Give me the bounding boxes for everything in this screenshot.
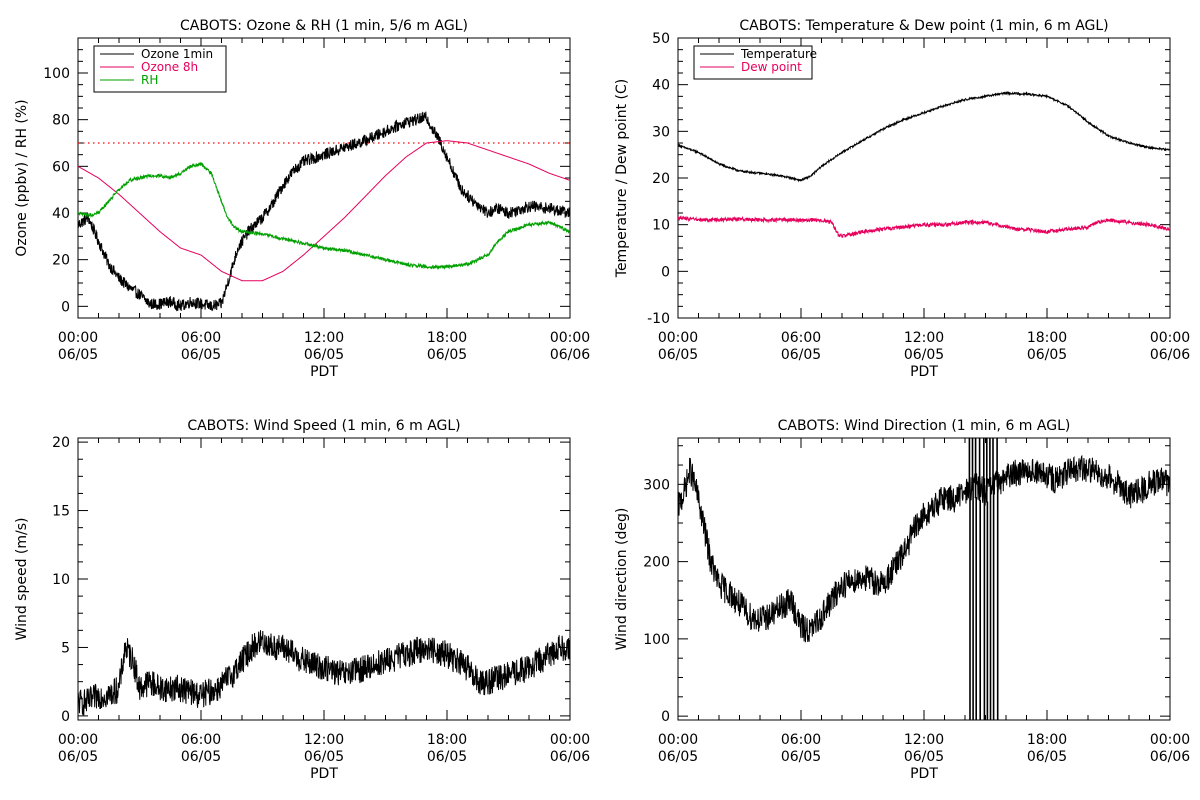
x-tick-time-label: 18:00 [427, 330, 467, 346]
y-tick-label: 0 [61, 299, 70, 315]
x-tick-date-label: 06/05 [781, 347, 821, 363]
x-tick-date-label: 06/05 [1027, 749, 1067, 765]
x-tick-time-label: 00:00 [1150, 732, 1190, 748]
x-tick-time-label: 00:00 [58, 330, 98, 346]
x-tick-time-label: 06:00 [181, 732, 221, 748]
x-tick-time-label: 18:00 [1027, 732, 1067, 748]
wind-speed-panel: CABOTS: Wind Speed (1 min, 6 m AGL) 0 5 10 1… [14, 418, 590, 782]
series-line-wind-speed [78, 630, 570, 716]
y-axis-label: Temperature / Dew point (C) [614, 79, 630, 278]
y-tick-label: 40 [652, 78, 670, 94]
y-tick-label: 20 [52, 253, 70, 269]
legend-label-dew-point: Dew point [741, 60, 802, 74]
plot-frame [677, 437, 1171, 721]
series-line-ozone-8h [78, 140, 570, 282]
x-tick-time-label: 12:00 [304, 732, 344, 748]
x-axis-label: PDT [310, 364, 338, 380]
x-tick-date-label: 06/05 [904, 749, 944, 765]
legend-label-ozone-1min: Ozone 1min [141, 47, 213, 61]
x-tick-time-label: 12:00 [904, 330, 944, 346]
x-tick-time-label: 00:00 [58, 732, 98, 748]
y-tick-label: 100 [43, 66, 70, 82]
x-tick-date-label: 06/05 [904, 347, 944, 363]
y-tick-label: 80 [52, 113, 70, 129]
y-tick-label: 40 [52, 206, 70, 222]
y-tick-label: -10 [647, 311, 670, 327]
x-tick-date-label: 06/05 [427, 749, 467, 765]
x-tick-date-label: 06/05 [304, 347, 344, 363]
series-line-temperature [678, 90, 1170, 183]
x-tick-time-label: 12:00 [304, 330, 344, 346]
x-tick-time-label: 06:00 [781, 330, 821, 346]
x-tick-date-label: 06/06 [550, 347, 590, 363]
x-tick-time-label: 00:00 [550, 732, 590, 748]
x-tick-date-label: 06/05 [781, 749, 821, 765]
x-tick-time-label: 18:00 [1027, 330, 1067, 346]
y-tick-label: 30 [652, 124, 670, 140]
x-axis-label: PDT [910, 766, 938, 782]
y-tick-label: 300 [643, 477, 670, 493]
x-tick-date-label: 06/05 [181, 749, 221, 765]
x-tick-time-label: 00:00 [550, 330, 590, 346]
series-line-wind-direction [678, 438, 1170, 720]
y-tick-label: 100 [643, 632, 670, 648]
y-tick-label: 20 [652, 171, 670, 187]
x-axis-label: PDT [910, 364, 938, 380]
x-tick-date-label: 06/05 [1027, 347, 1067, 363]
x-tick-date-label: 06/05 [58, 749, 98, 765]
x-tick-date-label: 06/05 [181, 347, 221, 363]
y-tick-label: 10 [652, 218, 670, 234]
series-line-dew-point [678, 215, 1170, 238]
x-tick-time-label: 00:00 [1150, 330, 1190, 346]
x-tick-date-label: 06/05 [304, 749, 344, 765]
y-tick-label: 0 [61, 709, 70, 725]
y-axis-label: Wind speed (m/s) [14, 518, 30, 641]
x-tick-time-label: 00:00 [658, 732, 698, 748]
x-tick-date-label: 06/06 [1150, 347, 1190, 363]
y-tick-label: 5 [61, 640, 70, 656]
plot-frame [677, 37, 1171, 319]
temperature-dewpoint-panel: CABOTS: Temperature & Dew point (1 min, … [614, 18, 1190, 380]
x-tick-date-label: 06/05 [427, 347, 467, 363]
x-tick-time-label: 06:00 [181, 330, 221, 346]
chart-title: CABOTS: Temperature & Dew point (1 min, … [739, 18, 1108, 34]
x-tick-date-label: 06/05 [58, 347, 98, 363]
legend-label-temperature: Temperature [740, 47, 817, 61]
y-axis-label: Ozone (ppbv) / RH (%) [14, 99, 30, 256]
chart-title: CABOTS: Wind Speed (1 min, 6 m AGL) [187, 418, 460, 434]
legend-box [693, 45, 813, 80]
x-tick-time-label: 06:00 [781, 732, 821, 748]
ozone-rh-panel: CABOTS: Ozone & RH (1 min, 5/6 m AGL) 0 20… [14, 18, 590, 380]
chart-title: CABOTS: Wind Direction (1 min, 6 m AGL) [778, 418, 1071, 434]
series-line-ozone-1min [78, 111, 570, 312]
y-tick-label: 60 [52, 159, 70, 175]
y-tick-label: 50 [652, 31, 670, 47]
x-tick-date-label: 06/05 [658, 749, 698, 765]
x-tick-time-label: 12:00 [904, 732, 944, 748]
y-tick-label: 15 [52, 504, 70, 520]
y-axis-label: Wind direction (deg) [614, 508, 630, 651]
x-tick-time-label: 18:00 [427, 732, 467, 748]
x-tick-date-label: 06/06 [550, 749, 590, 765]
y-tick-label: 0 [661, 709, 670, 725]
legend-label-rh: RH [141, 73, 158, 87]
chart-title: CABOTS: Ozone & RH (1 min, 5/6 m AGL) [180, 18, 468, 34]
legend-label-ozone-8h: Ozone 8h [141, 60, 198, 74]
y-tick-label: 200 [643, 555, 670, 571]
x-tick-time-label: 00:00 [658, 330, 698, 346]
x-tick-date-label: 06/06 [1150, 749, 1190, 765]
x-tick-date-label: 06/05 [658, 347, 698, 363]
series-line-rh [78, 161, 570, 271]
x-axis-label: PDT [310, 766, 338, 782]
y-tick-label: 0 [661, 264, 670, 280]
wind-direction-panel: CABOTS: Wind Direction (1 min, 6 m AGL) 0… [614, 418, 1190, 782]
y-tick-label: 10 [52, 572, 70, 588]
y-tick-label: 20 [52, 435, 70, 451]
